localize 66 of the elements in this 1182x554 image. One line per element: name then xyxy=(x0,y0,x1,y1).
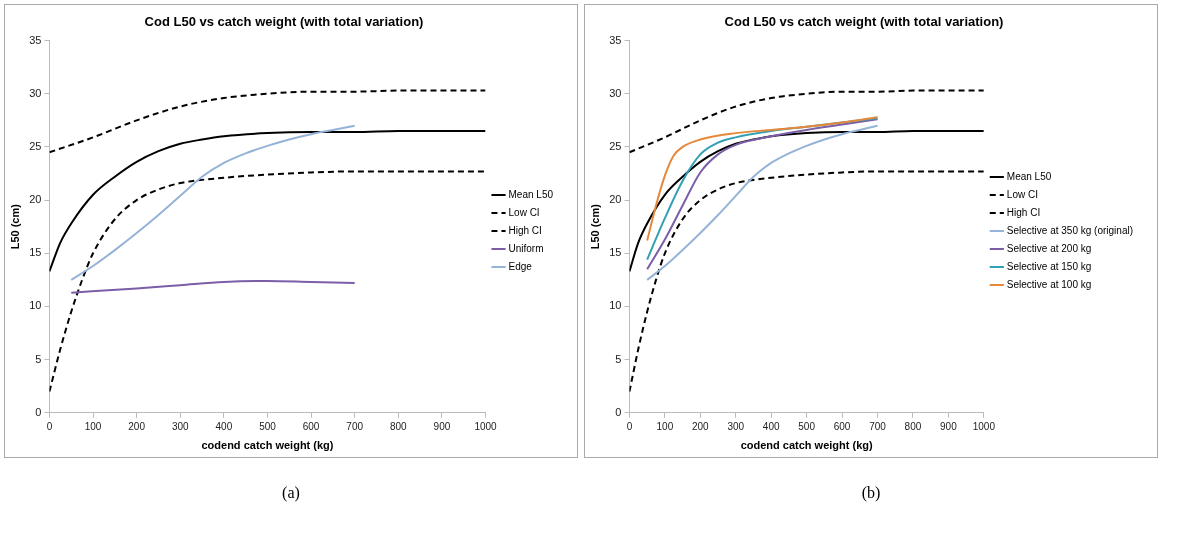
y-tick-label: 35 xyxy=(29,33,42,46)
y-tick-label: 15 xyxy=(609,246,622,259)
x-tick-label: 600 xyxy=(833,420,851,432)
x-tick-label: 300 xyxy=(171,420,190,432)
x-tick-label: 200 xyxy=(691,420,710,432)
x-tick-label: 800 xyxy=(389,420,408,432)
x-tick-label: 200 xyxy=(128,420,146,432)
legend-label: High CI xyxy=(508,224,542,236)
line-series xyxy=(70,279,356,294)
y-tick-label: 5 xyxy=(35,352,42,365)
x-tick-label: 1000 xyxy=(972,420,996,432)
y-tick-label: 0 xyxy=(615,405,622,418)
line-series xyxy=(629,89,984,154)
line-series xyxy=(49,129,486,273)
x-tick-label: 900 xyxy=(940,420,958,432)
x-tick-label: 400 xyxy=(215,420,233,432)
line-series xyxy=(70,124,356,281)
legend-label: Edge xyxy=(508,260,533,272)
line-series xyxy=(629,170,984,393)
line-series xyxy=(49,89,486,154)
x-tick-label: 100 xyxy=(656,420,674,432)
chart-title: Cod L50 vs catch weight (with total variation) xyxy=(724,14,1004,30)
x-tick-label: 700 xyxy=(346,420,364,432)
legend-label: High CI xyxy=(1006,206,1041,218)
x-axis-title: codend catch weight (kg) xyxy=(201,439,334,452)
text: (a) xyxy=(282,484,300,502)
x-tick-label: 800 xyxy=(904,420,922,432)
line-series xyxy=(629,129,984,273)
legend-label: Mean L50 xyxy=(1006,170,1052,182)
legend-label: Low CI xyxy=(1006,188,1038,200)
x-tick-label: 500 xyxy=(259,420,277,432)
y-tick-label: 10 xyxy=(609,299,622,312)
x-tick-label: 300 xyxy=(727,420,745,432)
x-tick-label: 700 xyxy=(869,420,887,432)
y-axis-title: L50 (cm) xyxy=(8,203,21,250)
y-tick-label: 5 xyxy=(615,352,622,365)
x-tick-label: 400 xyxy=(762,420,780,432)
x-tick-label: 0 xyxy=(46,420,53,432)
x-tick-label: 100 xyxy=(84,420,102,432)
legend-label: Mean L50 xyxy=(508,188,554,200)
x-tick-label: 600 xyxy=(302,420,320,432)
y-tick-label: 10 xyxy=(29,299,42,312)
y-tick-label: 0 xyxy=(35,405,42,418)
legend-label: Low CI xyxy=(508,206,540,218)
x-axis-title: codend catch weight (kg) xyxy=(740,439,873,452)
y-tick-label: 20 xyxy=(29,193,42,206)
y-tick-label: 25 xyxy=(29,139,42,152)
y-tick-label: 20 xyxy=(609,193,622,206)
legend-label: Selective at 150 kg xyxy=(1006,260,1092,272)
x-tick-label: 1000 xyxy=(474,420,498,432)
y-tick-label: 30 xyxy=(609,86,622,99)
y-tick-label: 25 xyxy=(609,139,622,152)
y-tick-label: 30 xyxy=(29,86,42,99)
legend-label: Selective at 100 kg xyxy=(1006,278,1092,290)
y-axis-title: L50 (cm) xyxy=(588,203,601,250)
line-series xyxy=(49,170,486,393)
y-tick-label: 35 xyxy=(609,33,622,46)
legend-label: Uniform xyxy=(508,242,544,254)
x-tick-label: 0 xyxy=(626,420,633,432)
text: (b) xyxy=(861,484,881,502)
x-tick-label: 900 xyxy=(433,420,451,432)
legend-label: Selective at 200 kg xyxy=(1006,242,1092,254)
x-tick-label: 500 xyxy=(798,420,816,432)
legend-label: Selective at 350 kg (original) xyxy=(1006,224,1134,236)
chart-title: Cod L50 vs catch weight (with total variation) xyxy=(144,14,424,30)
y-tick-label: 15 xyxy=(29,246,42,259)
